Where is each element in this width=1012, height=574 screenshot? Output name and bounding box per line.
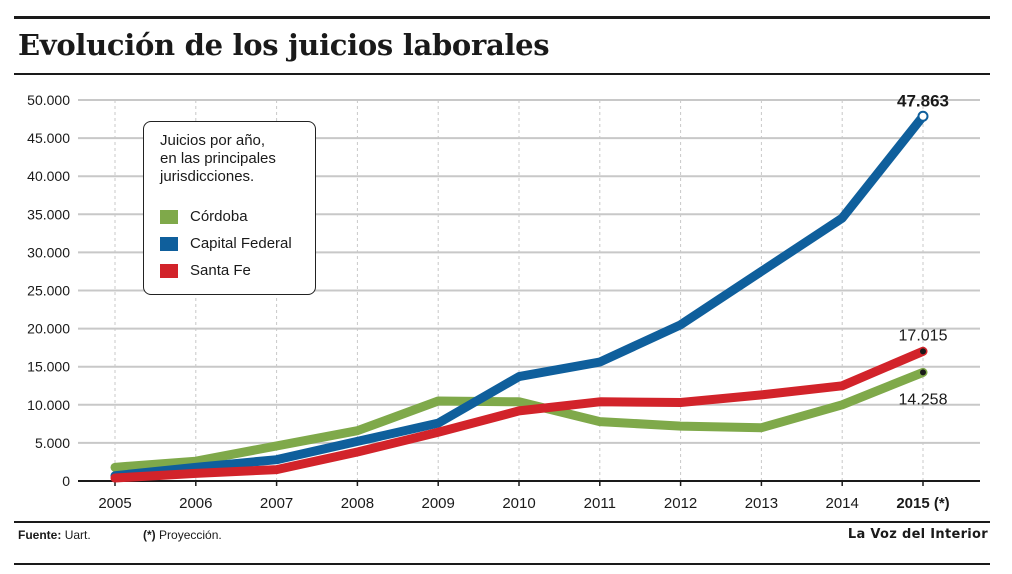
x-tick-label: 2010 bbox=[502, 495, 535, 512]
data-label: 47.863 bbox=[897, 91, 949, 110]
end-point-marker bbox=[920, 369, 926, 376]
footer-source: Fuente: Uart. bbox=[18, 528, 91, 542]
footer-source-label: Fuente: bbox=[18, 528, 62, 542]
x-tick-label: 2006 bbox=[179, 495, 212, 512]
y-tick-label: 50.000 bbox=[27, 92, 70, 108]
legend-swatch-santa-fe bbox=[160, 264, 178, 278]
legend-title-line: en las principales bbox=[160, 150, 276, 167]
series-line-santa_fe bbox=[110, 346, 928, 483]
footer-rule bbox=[14, 521, 990, 523]
legend-label-cordoba: Córdoba bbox=[190, 208, 248, 225]
x-tick-label: 2012 bbox=[664, 495, 697, 512]
series-line-cordoba bbox=[110, 367, 928, 472]
legend-title: Juicios por año, en las principales juri… bbox=[160, 132, 276, 186]
y-tick-label: 5.000 bbox=[35, 435, 70, 451]
legend-label-capital-federal: Capital Federal bbox=[190, 235, 292, 252]
legend-label-santa-fe: Santa Fe bbox=[190, 262, 251, 279]
y-tick-label: 20.000 bbox=[27, 321, 70, 337]
x-tick-label: 2011 bbox=[584, 495, 616, 512]
footer-note-text: Proyección. bbox=[159, 528, 222, 542]
y-tick-label: 40.000 bbox=[27, 168, 70, 184]
legend-title-line: jurisdicciones. bbox=[160, 168, 255, 185]
brand-logo-text: La Voz del Interior bbox=[847, 527, 988, 542]
x-tick-label: 2005 bbox=[98, 495, 131, 512]
end-point-marker bbox=[917, 110, 929, 122]
footer-source-value: Uart. bbox=[64, 528, 91, 542]
x-tick-label: 2007 bbox=[260, 495, 293, 512]
end-point-marker bbox=[920, 348, 926, 355]
x-tick-label: 2014 bbox=[826, 495, 859, 512]
y-tick-label: 45.000 bbox=[27, 130, 70, 146]
y-tick-label: 0 bbox=[62, 473, 70, 489]
legend-swatch-capital-federal bbox=[160, 237, 178, 251]
footer-note: (*) Proyección. bbox=[143, 528, 222, 542]
x-tick-label: 2008 bbox=[341, 495, 374, 512]
x-tick-label: 2013 bbox=[745, 495, 778, 512]
bottom-rule bbox=[14, 563, 990, 565]
data-label: 14.258 bbox=[899, 391, 948, 408]
x-tick-label: 2009 bbox=[422, 495, 455, 512]
x-tick-label: 2015 (*) bbox=[896, 495, 949, 512]
y-tick-label: 25.000 bbox=[27, 283, 70, 299]
series-line-capital_federal bbox=[110, 111, 928, 481]
data-label: 17.015 bbox=[899, 327, 948, 344]
legend-title-line: Juicios por año, bbox=[160, 132, 266, 149]
legend-swatch-cordoba bbox=[160, 210, 178, 224]
y-tick-label: 10.000 bbox=[27, 397, 70, 413]
chart-title: Evolución de los juicios laborales bbox=[18, 28, 550, 62]
y-tick-label: 35.000 bbox=[27, 206, 70, 222]
footer-note-mark: (*) bbox=[143, 528, 156, 542]
y-tick-label: 15.000 bbox=[27, 359, 70, 375]
y-tick-label: 30.000 bbox=[27, 244, 70, 260]
legend-box: Juicios por año, en las principales juri… bbox=[143, 121, 316, 295]
title-rule bbox=[14, 73, 990, 75]
top-rule bbox=[14, 16, 990, 19]
